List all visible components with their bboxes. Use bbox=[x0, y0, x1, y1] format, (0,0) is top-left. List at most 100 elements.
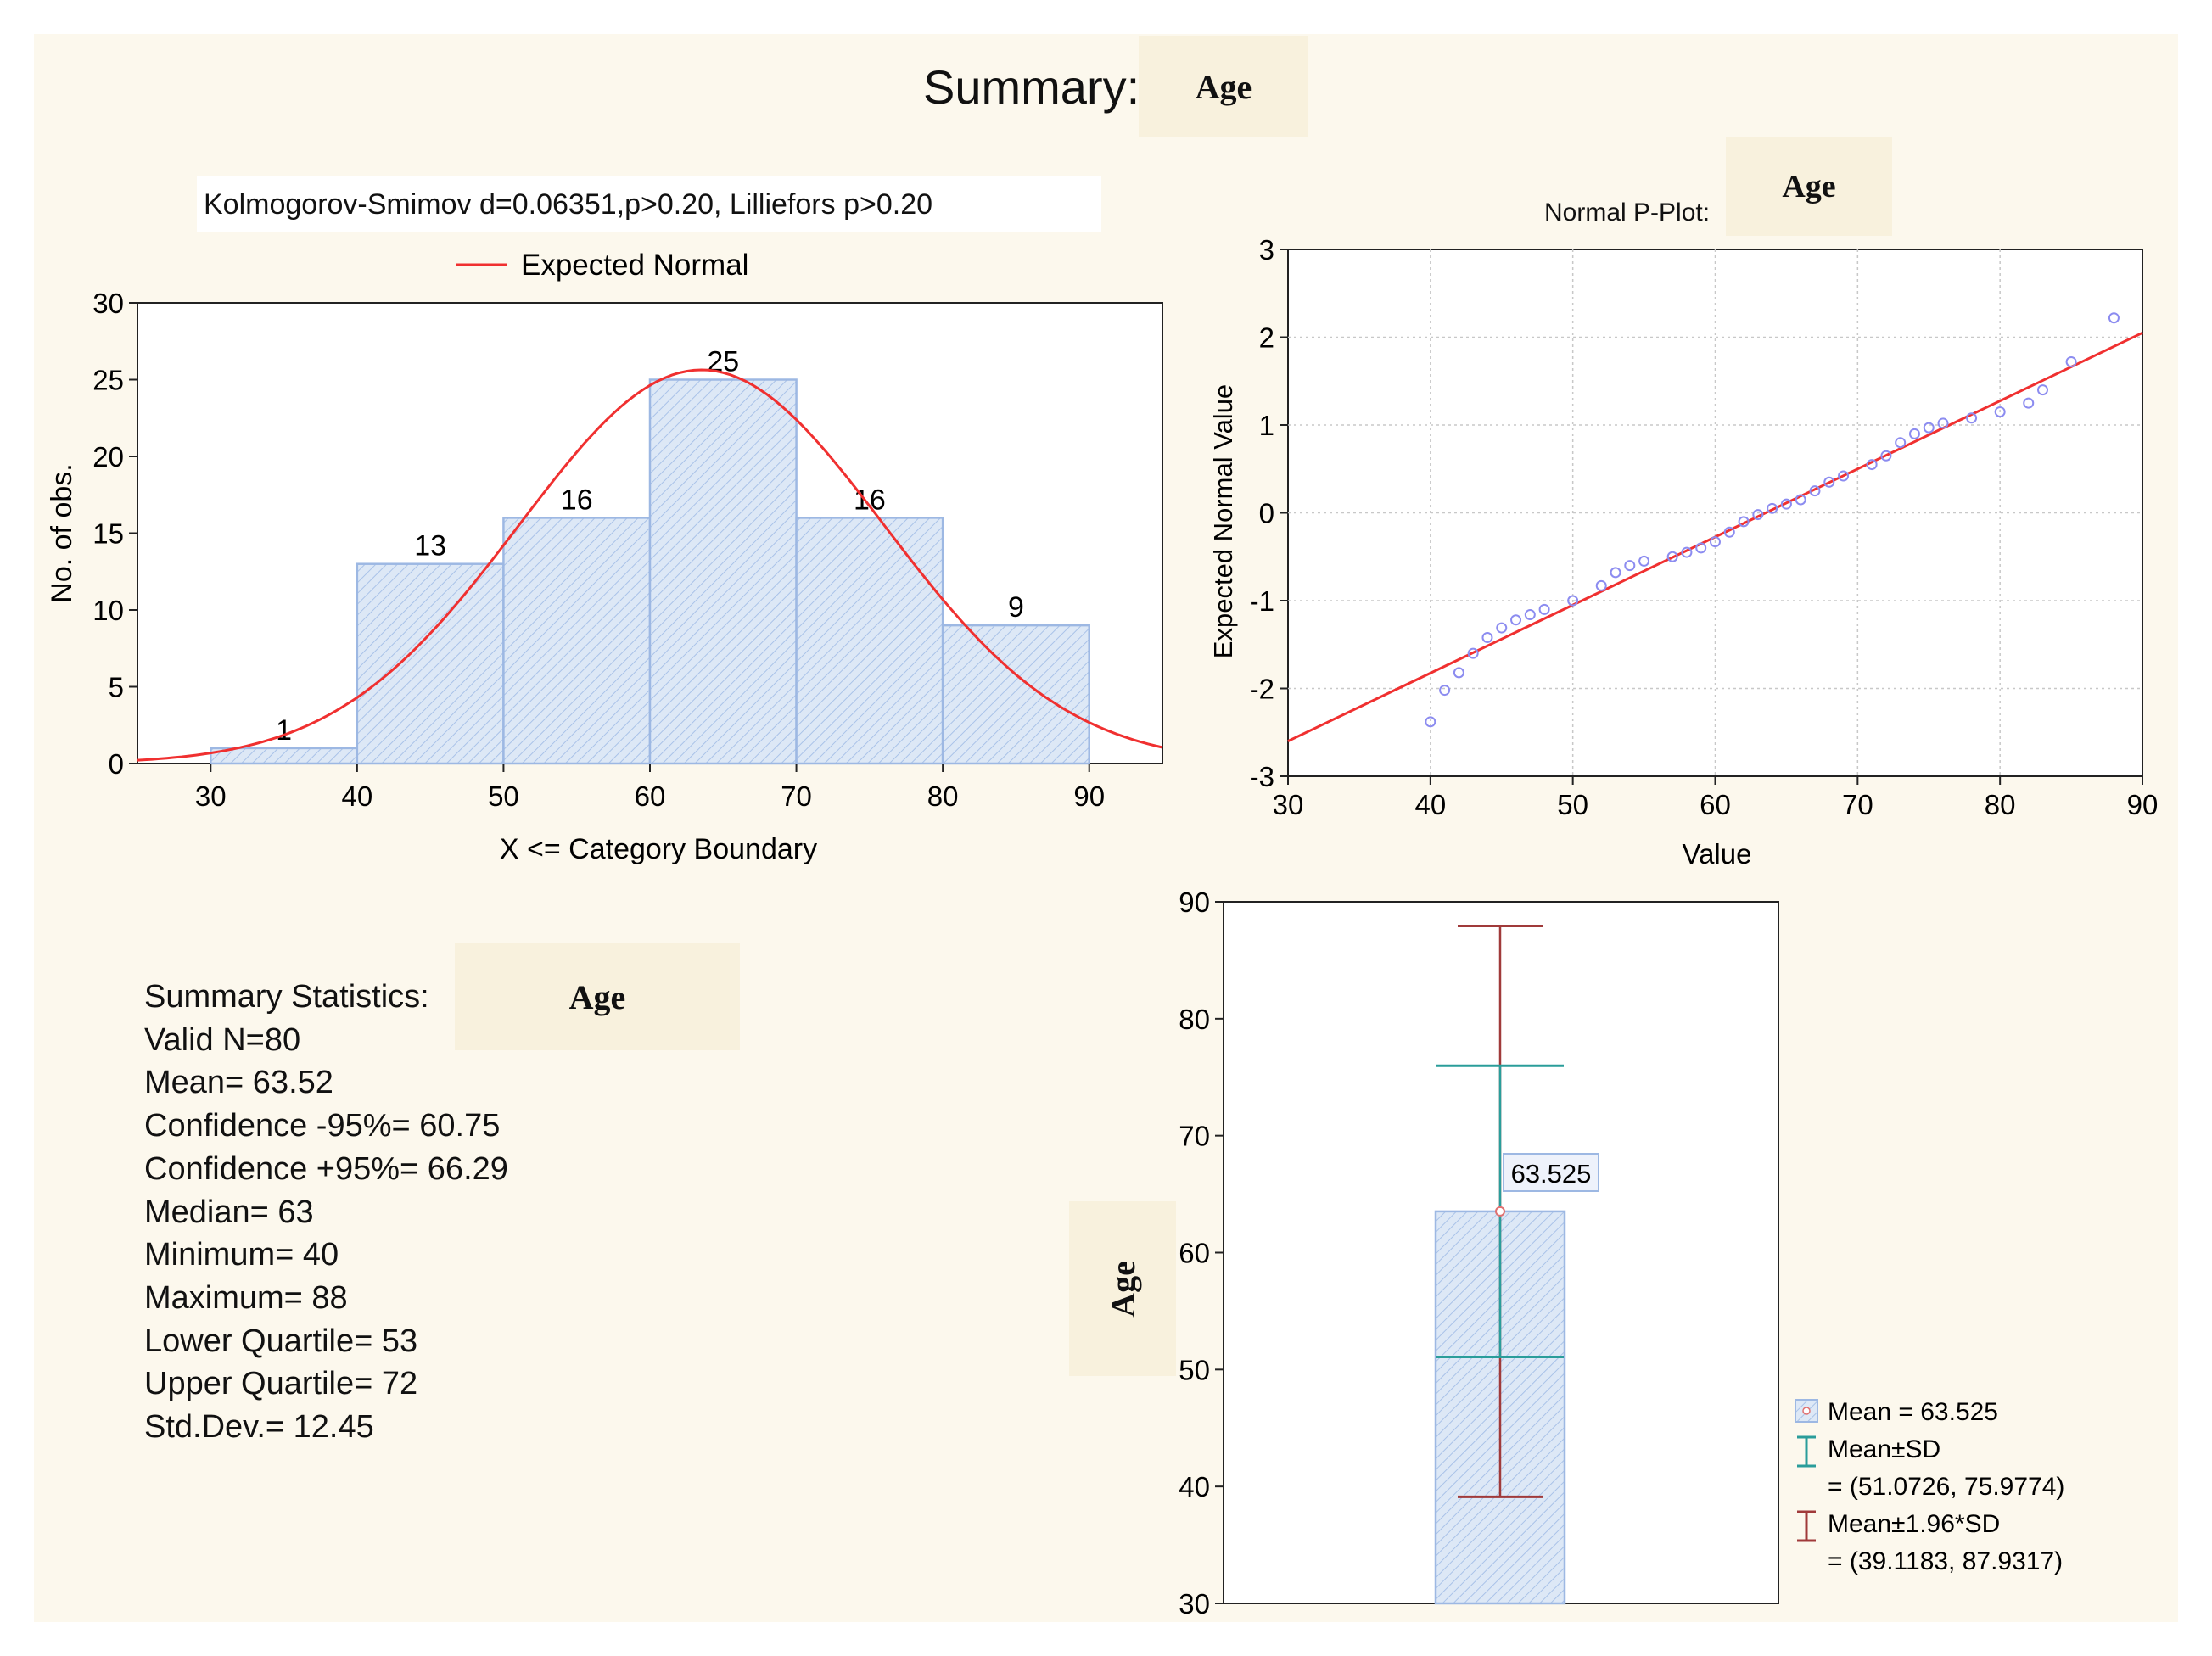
histogram-bar bbox=[941, 624, 1090, 765]
y-tick-label: 90 bbox=[1179, 887, 1210, 918]
stats-variable-label: Age bbox=[455, 943, 740, 1050]
data-point bbox=[1767, 502, 1778, 514]
stat-line: Minimum= 40 bbox=[144, 1237, 339, 1273]
x-axis-label: Value bbox=[1683, 838, 1752, 870]
y-tick-label: -2 bbox=[1250, 674, 1274, 705]
meanplot-variable-label: Age bbox=[1069, 1201, 1176, 1376]
data-point bbox=[1666, 551, 1678, 562]
bar-value-label: 1 bbox=[276, 714, 292, 747]
y-tick-label: 40 bbox=[1179, 1471, 1210, 1502]
histogram-bar bbox=[502, 517, 652, 765]
y-tick-label: 30 bbox=[92, 288, 124, 319]
y-tick-label: 0 bbox=[109, 748, 124, 780]
x-tick-label: 60 bbox=[635, 780, 666, 812]
data-point bbox=[1866, 459, 1878, 471]
y-tick-label: 70 bbox=[1179, 1121, 1210, 1152]
legend-mean-label: Mean = 63.525 bbox=[1828, 1398, 1998, 1426]
legend-ci-label: Mean±1.96*SD bbox=[1828, 1510, 2000, 1538]
histogram-bar bbox=[210, 747, 359, 765]
x-tick-label: 70 bbox=[781, 780, 812, 812]
legend-ci-range: = (39.1183, 87.9317) bbox=[1828, 1547, 2063, 1575]
x-tick-label: 40 bbox=[1414, 789, 1446, 820]
bar-value-label: 16 bbox=[561, 484, 593, 516]
bar-value-label: 9 bbox=[1008, 591, 1024, 624]
bar-value-label: 16 bbox=[854, 484, 886, 516]
x-tick-label: 90 bbox=[2127, 789, 2159, 820]
mean-value-label: 63.525 bbox=[1511, 1159, 1592, 1189]
stat-line: Mean= 63.52 bbox=[144, 1065, 333, 1101]
data-point bbox=[1467, 647, 1479, 659]
x-tick-label: 80 bbox=[1985, 789, 2016, 820]
stats-heading: Summary Statistics: bbox=[144, 979, 429, 1015]
y-tick-label: 5 bbox=[109, 672, 124, 703]
title-variable-label: Age bbox=[1139, 36, 1308, 137]
histogram-bar bbox=[648, 378, 798, 765]
y-tick-label: 30 bbox=[1179, 1588, 1210, 1620]
data-point bbox=[1895, 437, 1907, 449]
data-point bbox=[1425, 716, 1436, 728]
stat-line: Confidence -95%= 60.75 bbox=[144, 1108, 501, 1144]
data-point bbox=[1681, 546, 1693, 558]
stat-line: Confidence +95%= 66.29 bbox=[144, 1150, 508, 1187]
data-point bbox=[1567, 595, 1579, 607]
data-point bbox=[1453, 667, 1464, 679]
data-point bbox=[1496, 622, 1508, 634]
pplot-variable-label: Age bbox=[1726, 137, 1892, 236]
data-point bbox=[1695, 542, 1707, 554]
x-tick-label: 60 bbox=[1700, 789, 1731, 820]
ks-test-text: Kolmogorov-Smimov d=0.06351,p>0.20, Lill… bbox=[197, 176, 1101, 232]
data-point bbox=[2037, 384, 2049, 396]
data-point bbox=[1439, 685, 1451, 697]
mean-plot-chart: 30 40 50 60 70 80 90 63.525 Mean = 63.525 Mean±SD… bbox=[1179, 887, 2064, 1620]
normal-pplot-chart: 30 40 50 60 70 80 90 -3 -2 -1 0 1 2 3 Value Expected No… bbox=[1208, 234, 2158, 870]
data-point bbox=[1610, 567, 1621, 579]
mean-point bbox=[1495, 1206, 1505, 1217]
data-point bbox=[2108, 312, 2120, 324]
data-point bbox=[1723, 526, 1735, 538]
pplot-title: Normal P-Plot: bbox=[1544, 199, 1711, 227]
expected-normal-curve bbox=[137, 368, 1163, 762]
x-tick-label: 90 bbox=[1073, 780, 1105, 812]
x-tick-label: 50 bbox=[1557, 789, 1588, 820]
stat-line: Maximum= 88 bbox=[144, 1279, 348, 1316]
legend-sd-label: Mean±SD bbox=[1828, 1435, 1940, 1463]
y-tick-label: 0 bbox=[1259, 498, 1274, 529]
stat-line: Median= 63 bbox=[144, 1194, 314, 1230]
y-tick-label: 15 bbox=[92, 518, 124, 550]
y-tick-label: 60 bbox=[1179, 1238, 1210, 1269]
y-tick-label: 10 bbox=[92, 595, 124, 626]
bar-value-label: 13 bbox=[414, 530, 446, 562]
mean-label-box bbox=[1503, 1153, 1599, 1192]
legend-sd-range: = (51.0726, 75.9774) bbox=[1828, 1473, 2064, 1501]
summary-statistics: Summary Statistics: Valid N=80 Mean= 63.… bbox=[144, 976, 508, 1449]
x-tick-label: 40 bbox=[341, 780, 372, 812]
x-tick-label: 80 bbox=[927, 780, 959, 812]
y-tick-label: -1 bbox=[1250, 585, 1274, 617]
data-point bbox=[1966, 412, 1978, 424]
histogram-bar bbox=[356, 562, 505, 765]
y-tick-label: 80 bbox=[1179, 1004, 1210, 1035]
y-tick-label: 2 bbox=[1259, 322, 1274, 354]
x-axis-label: X <= Category Boundary bbox=[500, 833, 817, 865]
histogram-bar bbox=[795, 517, 944, 765]
y-tick-label: 20 bbox=[92, 441, 124, 473]
page-title: Summary: bbox=[923, 60, 1140, 114]
data-point bbox=[1780, 498, 1792, 510]
data-point bbox=[1510, 614, 1522, 626]
x-tick-label: 30 bbox=[1273, 789, 1304, 820]
data-point bbox=[1538, 603, 1550, 615]
data-point bbox=[1809, 485, 1821, 497]
data-point bbox=[1880, 450, 1892, 462]
data-point bbox=[2023, 397, 2035, 409]
data-point bbox=[1710, 536, 1721, 548]
x-tick-label: 30 bbox=[195, 780, 227, 812]
data-point bbox=[1481, 631, 1493, 643]
data-point bbox=[1752, 509, 1764, 521]
y-tick-label: 1 bbox=[1259, 410, 1274, 441]
stat-line: Upper Quartile= 72 bbox=[144, 1366, 418, 1402]
data-point bbox=[2065, 355, 2077, 367]
data-point bbox=[1908, 428, 1920, 439]
stat-line: Valid N=80 bbox=[144, 1021, 301, 1058]
